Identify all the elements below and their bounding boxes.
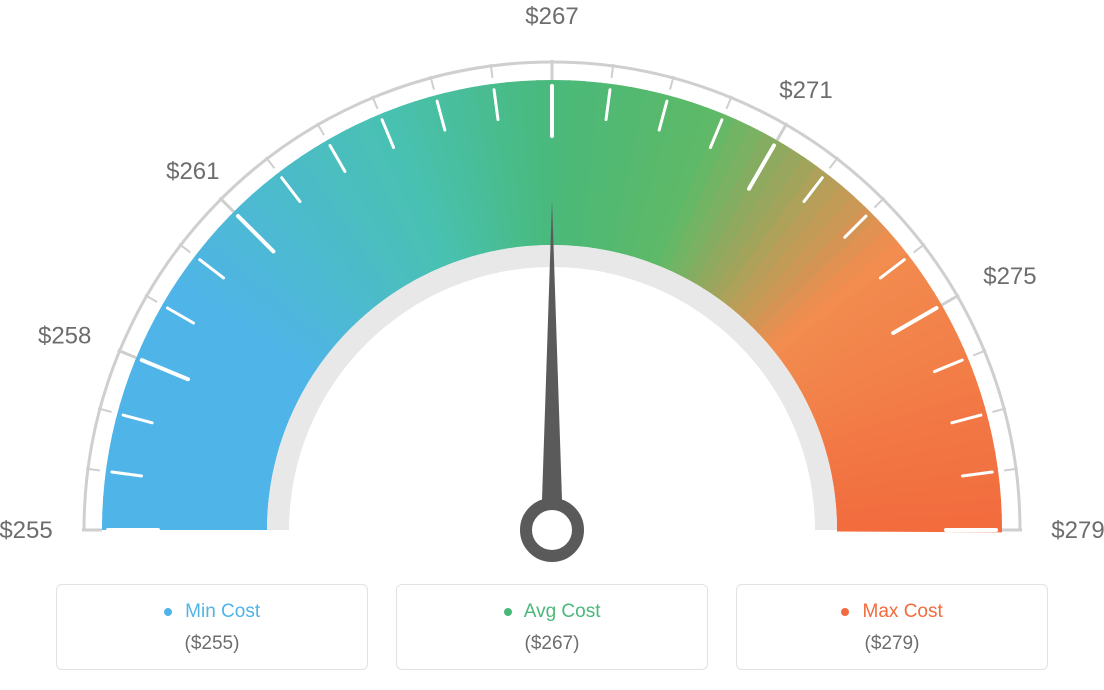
- legend-title-avg: Avg Cost: [397, 601, 707, 623]
- svg-text:$261: $261: [166, 158, 219, 185]
- gauge-chart: $255 $258 $261 $267 $271 $275 $279: [0, 0, 1104, 580]
- legend-dot-min: [164, 608, 172, 616]
- legend-dot-max: [841, 608, 849, 616]
- legend-card-max: Max Cost ($279): [736, 584, 1048, 670]
- legend-label-avg: Avg Cost: [524, 601, 601, 622]
- legend-label-max: Max Cost: [863, 601, 943, 622]
- legend-card-avg: Avg Cost ($267): [396, 584, 708, 670]
- svg-text:$255: $255: [0, 517, 53, 544]
- legend-label-min: Min Cost: [185, 601, 260, 622]
- svg-text:$271: $271: [779, 77, 832, 104]
- svg-text:$258: $258: [38, 323, 91, 350]
- svg-text:$267: $267: [525, 3, 578, 30]
- legend-title-min: Min Cost: [57, 601, 367, 623]
- legend-dot-avg: [504, 608, 512, 616]
- legend-card-min: Min Cost ($255): [56, 584, 368, 670]
- legend-value-max: ($279): [737, 633, 1047, 655]
- svg-text:$279: $279: [1051, 517, 1104, 544]
- legend-title-max: Max Cost: [737, 601, 1047, 623]
- svg-text:$275: $275: [983, 263, 1036, 290]
- legend-value-avg: ($267): [397, 633, 707, 655]
- legend-row: Min Cost ($255) Avg Cost ($267) Max Cost…: [0, 584, 1104, 670]
- legend-value-min: ($255): [57, 633, 367, 655]
- gauge-svg: $255 $258 $261 $267 $271 $275 $279: [0, 0, 1104, 580]
